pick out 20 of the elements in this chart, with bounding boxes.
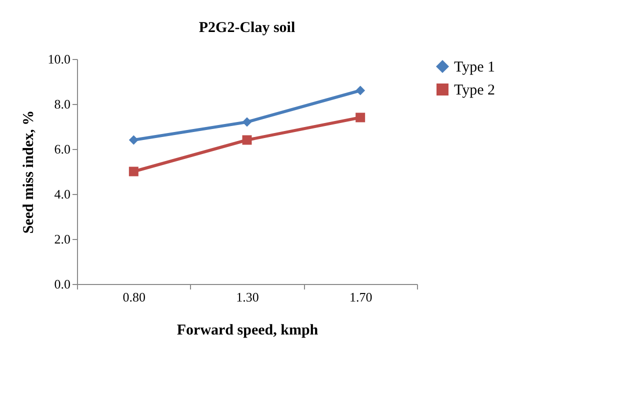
y-tick-label: 6.0 — [54, 142, 70, 156]
y-axis-title: Seed miss index, % — [20, 110, 37, 234]
y-tick-label: 0.0 — [54, 276, 70, 292]
point — [128, 166, 138, 176]
point — [356, 86, 366, 96]
chart-title: P2G2-Clay soil — [198, 20, 296, 36]
legend-label: Type 2 — [454, 82, 496, 98]
y-tick-label: 8.0 — [54, 96, 70, 112]
x-tick-label: 0.80 — [122, 290, 146, 304]
x-axis-title: Forward speed, kmph — [176, 322, 319, 338]
point — [356, 112, 366, 122]
y-tick-label: 10.0 — [48, 52, 70, 66]
x-tick-label: 1.70 — [349, 290, 372, 304]
y-tick-label: 2.0 — [54, 232, 70, 246]
y-tick-label: 4.0 — [54, 186, 70, 202]
x-tick-label: 1.30 — [236, 290, 259, 304]
point — [242, 135, 252, 145]
point — [128, 135, 138, 145]
legend-label: Type 1 — [454, 60, 496, 76]
point — [242, 117, 252, 127]
